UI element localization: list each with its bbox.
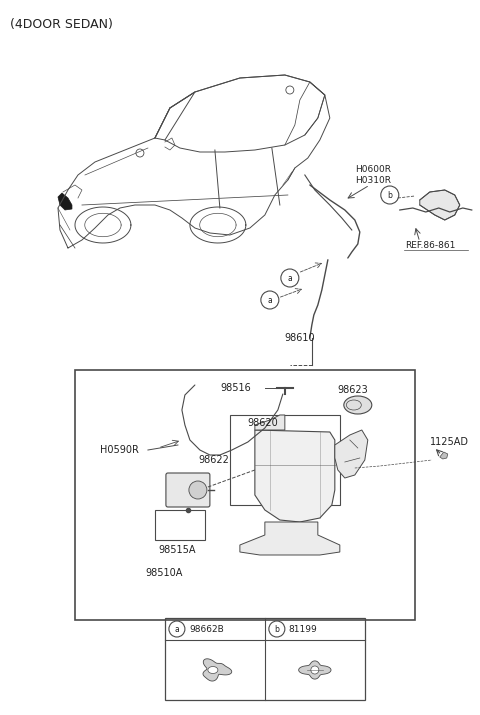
Polygon shape <box>299 661 331 679</box>
Text: 1125AD: 1125AD <box>430 437 469 447</box>
Text: 98510A: 98510A <box>145 568 182 578</box>
Text: a: a <box>175 624 180 633</box>
Polygon shape <box>58 193 72 210</box>
Bar <box>165 618 365 700</box>
Text: 98515A: 98515A <box>158 545 195 555</box>
Text: H0600R
H0310R: H0600R H0310R <box>355 165 391 184</box>
Circle shape <box>189 481 207 499</box>
Bar <box>230 415 340 505</box>
Text: 98516: 98516 <box>220 383 251 393</box>
Text: b: b <box>275 624 279 633</box>
Text: a: a <box>267 295 272 305</box>
Ellipse shape <box>344 396 372 414</box>
Bar <box>155 510 205 540</box>
Polygon shape <box>420 190 460 220</box>
Text: 98620: 98620 <box>248 418 278 428</box>
FancyBboxPatch shape <box>166 473 210 507</box>
Text: 98610: 98610 <box>285 333 315 343</box>
Text: H0590R: H0590R <box>100 445 139 455</box>
Text: a: a <box>288 274 292 282</box>
Text: (4DOOR SEDAN): (4DOOR SEDAN) <box>10 18 113 31</box>
Polygon shape <box>240 522 340 555</box>
Bar <box>75 370 415 620</box>
Text: 81199: 81199 <box>289 624 318 633</box>
Polygon shape <box>255 430 335 522</box>
Polygon shape <box>203 659 232 681</box>
Text: 98662B: 98662B <box>189 624 224 633</box>
Polygon shape <box>440 452 448 459</box>
Text: b: b <box>387 190 392 199</box>
Text: REF.86-861: REF.86-861 <box>405 240 455 250</box>
Circle shape <box>311 666 319 674</box>
Polygon shape <box>255 415 285 430</box>
Ellipse shape <box>208 666 218 674</box>
Text: 98622: 98622 <box>198 455 229 465</box>
Text: 98623: 98623 <box>338 385 369 395</box>
Polygon shape <box>335 430 368 478</box>
